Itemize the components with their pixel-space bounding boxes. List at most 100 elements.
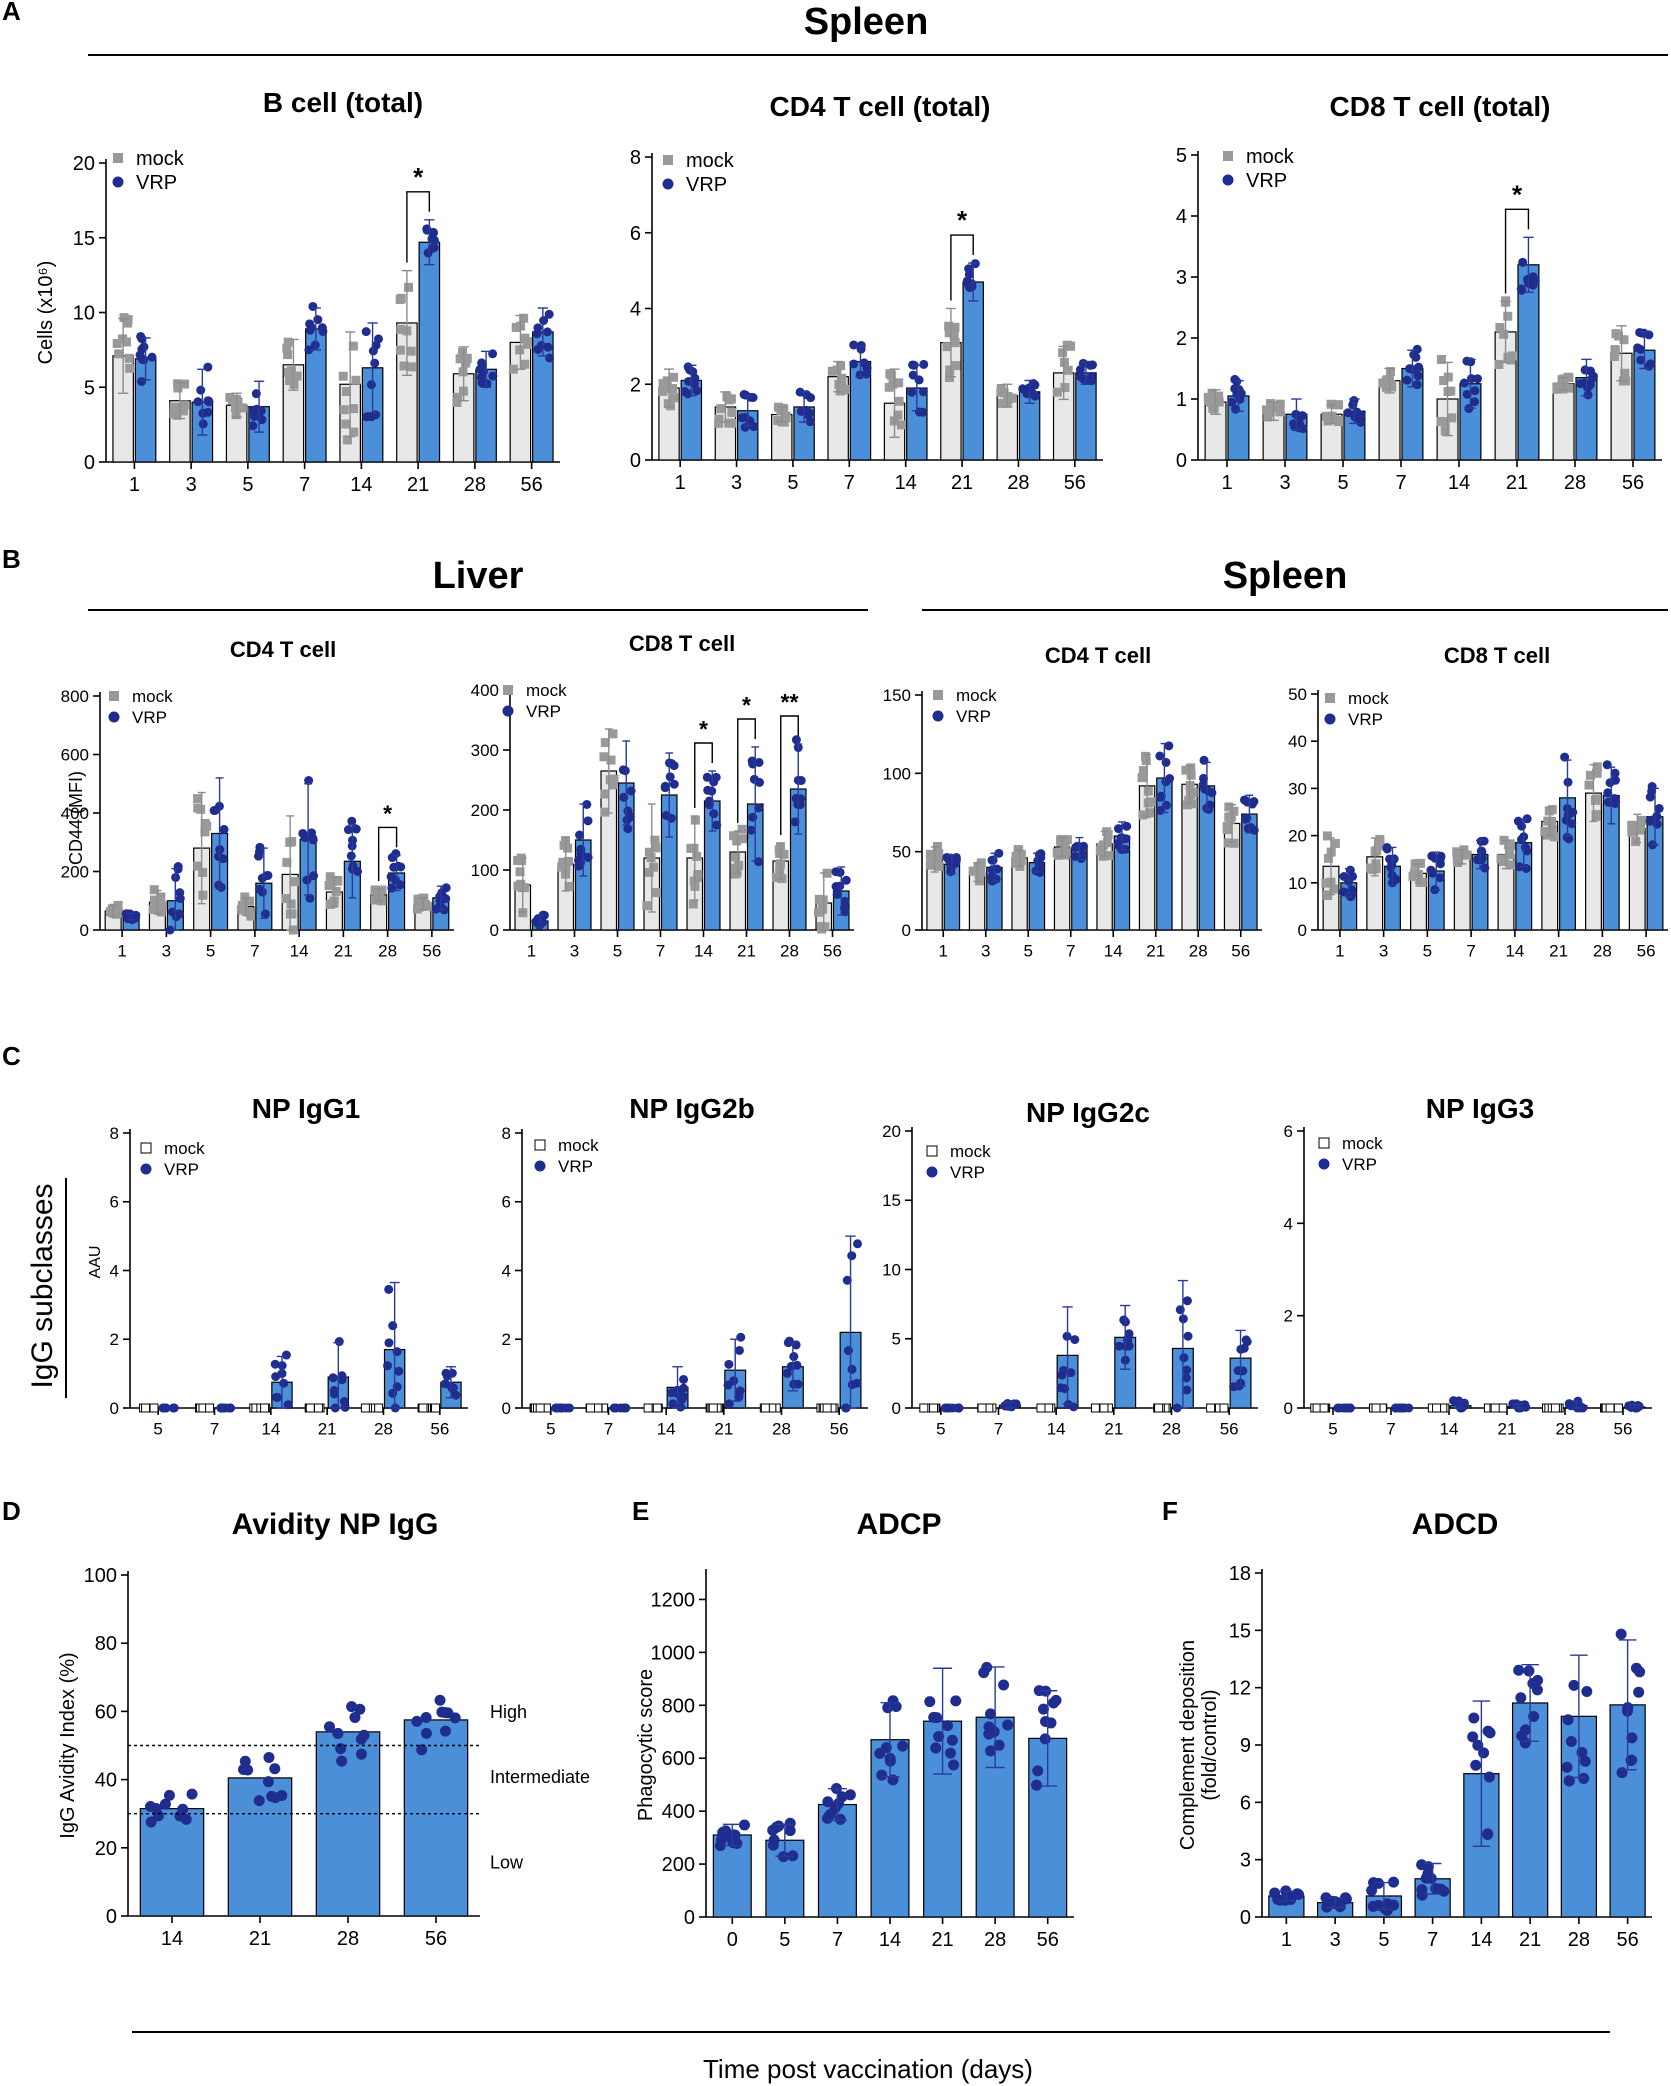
point-vrp [620,766,630,776]
point-vrp [679,1383,689,1393]
x-tick-label: 5 [1328,1419,1337,1438]
point-vrp [145,1816,157,1828]
point-vrp [1476,855,1486,865]
point-vrp [609,1403,619,1413]
x-tick-label: 7 [832,1929,843,1951]
point-vrp [660,781,670,791]
y-tick-label: 50 [1288,685,1307,704]
point-vrp [366,380,376,390]
point-mock [932,851,942,861]
point-mock [1224,802,1234,812]
point-mock [1631,837,1641,847]
point-vrp [1075,371,1085,381]
point-mock [370,886,380,896]
x-tick-label: 5 [1337,472,1348,494]
y-tick-label: 1000 [651,1642,696,1664]
point-mock [1550,1403,1560,1413]
point-vrp [370,358,380,368]
point-mock [1613,1403,1623,1413]
point-vrp [1381,1898,1393,1910]
point-vrp [332,1727,344,1739]
chart-a1: B cell (total) 0 5 10 15 20 1 3 5 7 14 21 28 56 Cells … [35,87,560,496]
point-vrp [782,1368,792,1378]
point-vrp [1427,851,1437,861]
legend-marker-mock [933,690,943,700]
point-mock [836,361,846,371]
point-mock [342,435,352,445]
point-vrp [1272,1893,1284,1905]
point-mock [950,322,960,332]
point-mock [124,353,134,363]
point-mock [196,804,206,814]
y-tick-label: 0 [1176,450,1187,472]
y-axis-label: Complement deposition [1177,1640,1199,1850]
point-vrp [801,405,811,415]
point-vrp [583,816,593,826]
point-mock [600,807,610,817]
legend-marker-mock [140,1142,152,1154]
point-vrp [159,1798,171,1810]
point-vrp [422,225,432,235]
y-tick-label: 4 [1176,206,1187,228]
point-vrp [768,1834,780,1846]
point-mock [669,372,679,382]
point-mock [1102,838,1112,848]
point-mock [564,881,574,891]
point-mock [1329,884,1339,894]
point-vrp [1480,863,1490,873]
point-mock [775,867,785,877]
bar-vrp [962,281,984,461]
point-mock [406,362,416,372]
x-tick-label: 5 [1378,1929,1389,1951]
point-vrp [1472,1739,1484,1751]
point-mock [406,346,416,356]
point-mock [1263,412,1273,422]
point-vrp [1603,788,1613,798]
panel-letter-b: B [2,544,21,574]
legend-label-mock: mock [1246,146,1295,168]
point-vrp [1172,1403,1182,1413]
y-tick-label: 400 [471,681,499,700]
point-vrp [933,1730,945,1742]
point-vrp [1467,1731,1479,1743]
y-tick-label: 2 [1176,328,1187,350]
y-tick-label: 80 [95,1633,117,1655]
point-mock [326,880,336,890]
point-vrp [362,412,372,422]
point-mock [1505,850,1515,860]
point-vrp [907,387,917,397]
legend-label-vrp: VRP [1348,710,1383,729]
point-mock [1229,838,1239,848]
point-vrp [136,331,146,341]
point-mock [897,420,907,430]
y-tick-label: 40 [95,1770,117,1792]
point-vrp [219,824,229,834]
point-mock [1590,795,1600,805]
point-mock [840,384,850,394]
point-mock [1323,890,1333,900]
point-mock [1440,426,1450,436]
point-mock [1138,810,1148,820]
point-vrp [334,1337,344,1347]
zone-label-intermediate: Intermediate [490,1767,590,1787]
x-tick-label: 14 [350,474,372,496]
y-tick-label: 400 [61,804,89,823]
x-tick-label: 21 [249,1928,271,1950]
point-mock [884,382,894,392]
legend-label-mock: mock [132,687,173,706]
point-mock [179,400,189,410]
point-vrp [354,1703,366,1715]
x-tick-label: 7 [1395,472,1406,494]
point-mock [976,858,986,868]
point-vrp [1242,797,1252,807]
point-vrp [1334,1403,1344,1413]
point-vrp [355,1748,367,1760]
point-mock [325,872,335,882]
legend-label-mock: mock [956,686,997,705]
point-mock [1610,346,1620,356]
point-mock [1620,368,1630,378]
point-vrp [1070,851,1080,861]
point-vrp [266,1790,278,1802]
point-vrp [1470,397,1480,407]
point-vrp [1626,1754,1638,1766]
